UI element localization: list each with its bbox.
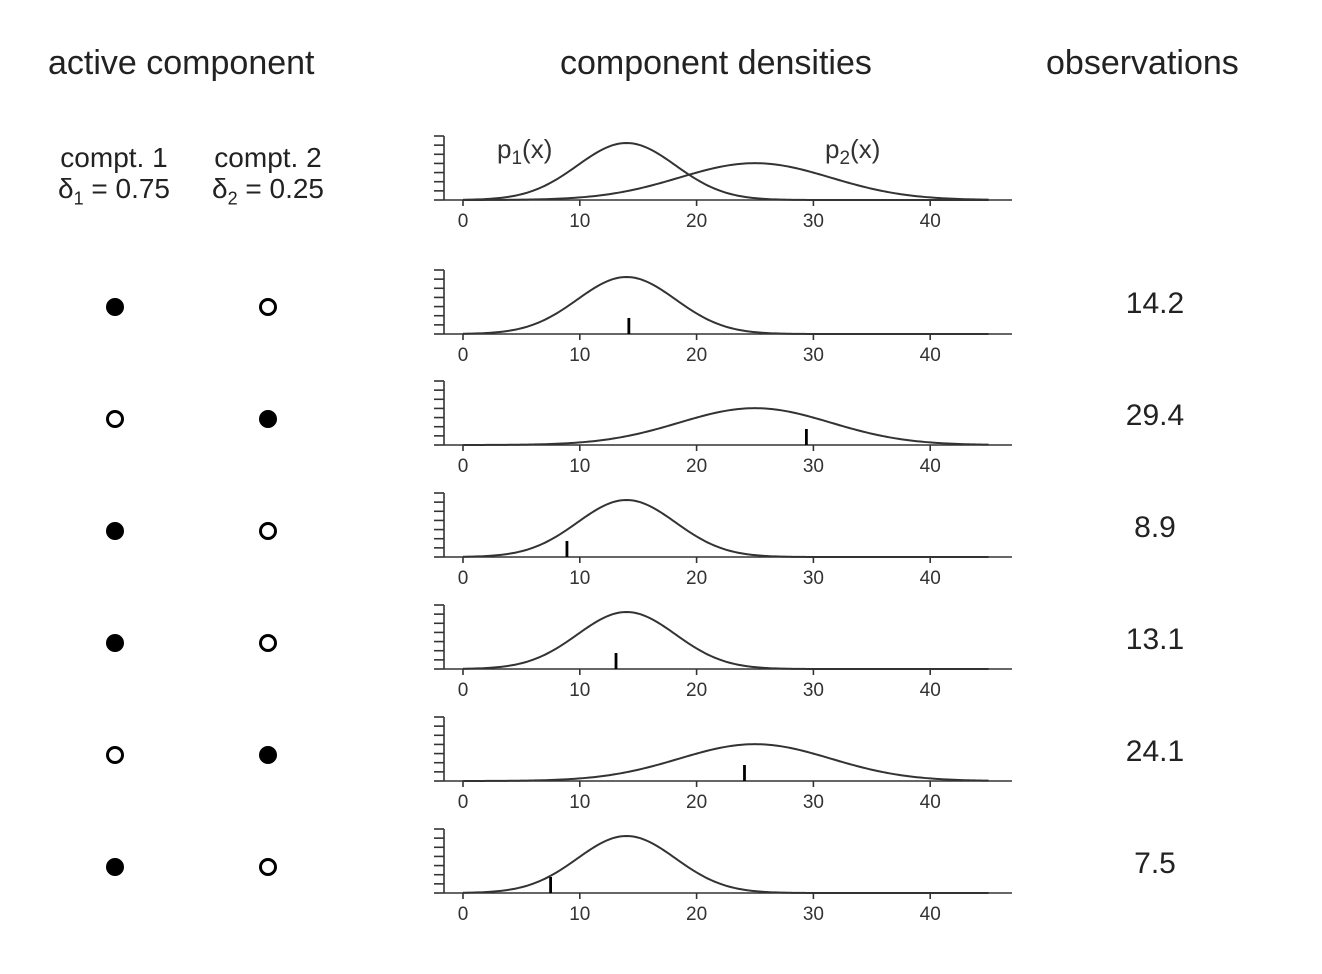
- inactive-component-1-indicator: [106, 410, 124, 428]
- x-tick-label: 30: [803, 456, 824, 477]
- overview-density-plot: 0 10 20 30 40 p1(x) p2(x): [434, 134, 1012, 232]
- inactive-component-2-indicator: [259, 634, 277, 652]
- density-label-1: p1(x): [497, 134, 552, 169]
- row-density-plot-5: 0 10 20 30 40: [434, 716, 1012, 813]
- x-tick-label: 40: [920, 904, 941, 925]
- x-tick-label: 40: [920, 568, 941, 589]
- x-tick-label: 30: [803, 345, 824, 366]
- x-tick-label: 30: [803, 904, 824, 925]
- x-tick-label: 0: [458, 211, 469, 232]
- x-tick-label: 10: [569, 904, 590, 925]
- x-tick-label: 10: [569, 792, 590, 813]
- x-tick-label: 30: [803, 211, 824, 232]
- density-curve-1: [462, 275, 989, 335]
- x-tick-label: 10: [569, 345, 590, 366]
- active-component-1-indicator: [106, 858, 124, 876]
- active-component-2-indicator: [259, 410, 277, 428]
- observation-value: 14.2: [1125, 287, 1185, 320]
- x-tick-label: 10: [569, 211, 590, 232]
- x-tick-label: 20: [686, 211, 707, 232]
- component-densities-header: component densities: [560, 44, 872, 82]
- x-tick-label: 0: [458, 345, 469, 366]
- row-density-plot-3: 0 10 20 30 40: [434, 492, 1012, 589]
- density-curve-1: [462, 610, 989, 670]
- x-tick-label: 30: [803, 568, 824, 589]
- active-component-1-indicator: [106, 634, 124, 652]
- active-component-1-indicator: [106, 298, 124, 316]
- x-tick-label: 40: [920, 792, 941, 813]
- x-tick-label: 30: [803, 680, 824, 701]
- density-curve-2: [462, 407, 989, 446]
- component-2-label: compt. 2: [214, 142, 322, 173]
- x-tick-label: 0: [458, 456, 469, 477]
- x-tick-label: 20: [686, 904, 707, 925]
- observation-value: 24.1: [1125, 735, 1185, 768]
- observations-header: observations: [1046, 44, 1239, 82]
- x-tick-label: 40: [920, 456, 941, 477]
- observation-value: 29.4: [1125, 399, 1185, 432]
- x-tick-label: 30: [803, 792, 824, 813]
- x-tick-label: 10: [569, 456, 590, 477]
- x-tick-label: 20: [686, 792, 707, 813]
- row-density-plot-4: 0 10 20 30 40: [434, 604, 1012, 701]
- observation-value: 13.1: [1125, 623, 1185, 656]
- density-label-2: p2(x): [825, 134, 880, 169]
- x-tick-label: 20: [686, 568, 707, 589]
- x-tick-label: 40: [920, 211, 941, 232]
- component-2-weight: δ2 = 0.25: [211, 173, 324, 209]
- active-component-header: active component: [48, 44, 315, 82]
- row-density-plot-1: 0 10 20 30 40: [434, 269, 1012, 366]
- x-tick-label: 40: [920, 345, 941, 366]
- density-curve-2: [462, 162, 989, 201]
- inactive-component-2-indicator: [259, 298, 277, 316]
- component-1-header: compt. 1 δ1 = 0.75: [34, 142, 194, 215]
- active-component-2-indicator: [259, 746, 277, 764]
- x-tick-label: 20: [686, 456, 707, 477]
- x-tick-label: 0: [458, 792, 469, 813]
- component-1-label: compt. 1: [60, 142, 168, 173]
- observation-value: 7.5: [1134, 847, 1176, 880]
- density-curve-1: [462, 498, 989, 558]
- density-curve-1: [462, 834, 989, 894]
- component-1-weight: δ1 = 0.75: [57, 173, 170, 209]
- x-tick-label: 10: [569, 568, 590, 589]
- x-tick-label: 0: [458, 904, 469, 925]
- inactive-component-2-indicator: [259, 522, 277, 540]
- observation-value: 8.9: [1134, 511, 1176, 544]
- x-tick-label: 0: [458, 680, 469, 701]
- x-tick-label: 20: [686, 680, 707, 701]
- component-2-header: compt. 2 δ2 = 0.25: [188, 142, 348, 215]
- inactive-component-2-indicator: [259, 858, 277, 876]
- x-tick-label: 10: [569, 680, 590, 701]
- x-tick-label: 20: [686, 345, 707, 366]
- row-density-plot-6: 0 10 20 30 40: [434, 828, 1012, 925]
- row-density-plot-2: 0 10 20 30 40: [434, 380, 1012, 477]
- x-tick-label: 40: [920, 680, 941, 701]
- density-curve-2: [462, 743, 989, 782]
- x-tick-label: 0: [458, 568, 469, 589]
- density-curve-1: [462, 141, 989, 201]
- inactive-component-1-indicator: [106, 746, 124, 764]
- active-component-1-indicator: [106, 522, 124, 540]
